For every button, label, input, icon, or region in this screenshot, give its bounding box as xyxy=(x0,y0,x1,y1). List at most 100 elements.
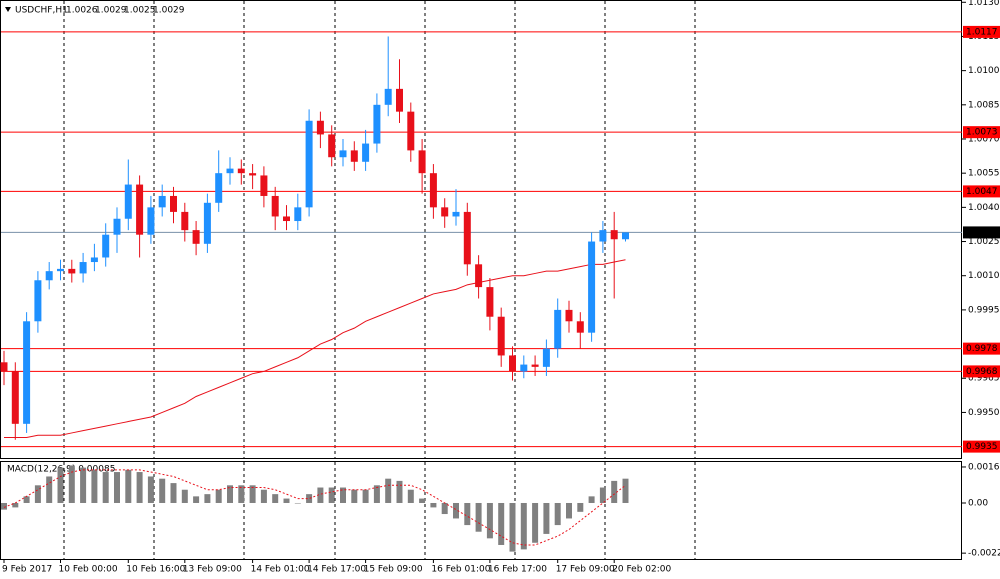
macd-bar xyxy=(46,476,53,503)
candle-body xyxy=(316,120,324,135)
y-tick-label: 1.0010 xyxy=(968,271,1000,281)
candle-body xyxy=(215,173,223,203)
level-label-box xyxy=(963,185,1000,198)
candle-body xyxy=(542,348,550,367)
macd-bar xyxy=(328,487,335,503)
level-label: 1.0047 xyxy=(966,187,998,197)
last-price-label: 1.0029 xyxy=(966,228,998,238)
macd-bar xyxy=(441,502,448,515)
level-label-box xyxy=(963,342,1000,355)
y-tick-label: 0.9965 xyxy=(968,374,1000,384)
macd-bar xyxy=(1,502,7,510)
candle-body xyxy=(102,234,110,258)
candle-body xyxy=(23,321,31,424)
candle-body xyxy=(34,280,42,322)
macd-bar xyxy=(283,498,290,503)
macd-bar xyxy=(599,487,606,503)
candle-body xyxy=(531,364,539,367)
macd-bar xyxy=(362,489,369,503)
candle-body xyxy=(113,218,121,235)
x-tick-label: 13 Feb 09:00 xyxy=(183,565,242,575)
candle-body xyxy=(260,175,268,196)
candle-body xyxy=(373,104,381,144)
candle-body xyxy=(622,232,629,240)
y-tick-label: 1.0040 xyxy=(968,203,1000,213)
macd-bar xyxy=(554,502,561,526)
candle-body xyxy=(396,88,403,112)
macd-bar xyxy=(181,489,188,503)
macd-y-tick-label: -0.00227 xyxy=(968,549,1000,559)
macd-bar xyxy=(373,485,380,503)
macd-bar xyxy=(419,498,426,503)
candle-body xyxy=(45,271,53,281)
macd-bar xyxy=(114,472,120,503)
candle-body xyxy=(147,207,155,235)
macd-bar xyxy=(91,469,98,503)
candle-body xyxy=(509,355,516,372)
x-tick-label: 16 Feb 01:00 xyxy=(431,565,490,575)
candle-body xyxy=(576,321,584,333)
macd-y-tick-label: 0.00 xyxy=(968,498,988,508)
macd-bar xyxy=(385,478,392,503)
macd-bar xyxy=(102,472,109,503)
candle-body xyxy=(384,88,392,105)
candle-body xyxy=(486,287,494,317)
candle-body xyxy=(181,211,189,231)
macd-bar xyxy=(520,502,527,550)
candle-body xyxy=(90,257,98,263)
candle-body xyxy=(305,120,313,208)
level-label-box xyxy=(963,440,1000,453)
candle-body xyxy=(237,168,245,174)
candle-body xyxy=(136,184,144,235)
macd-bar xyxy=(498,502,505,545)
candle-body xyxy=(68,268,76,274)
moving-average xyxy=(4,259,626,438)
macd-bar xyxy=(159,478,166,503)
level-label: 0.9978 xyxy=(966,344,998,354)
y-tick-label: 1.0055 xyxy=(968,169,1000,179)
candle-body xyxy=(463,211,471,265)
macd-signal xyxy=(3,469,626,546)
x-tick-label: 16 Feb 17:00 xyxy=(488,565,547,575)
macd-bar xyxy=(509,502,516,552)
level-label-box xyxy=(963,126,1000,139)
macd-bar xyxy=(215,489,222,503)
collapse-icon[interactable] xyxy=(5,7,11,12)
macd-y-tick-label: 0.00163 xyxy=(968,462,1000,472)
main-panel-border xyxy=(0,0,962,459)
level-label: 1.0117 xyxy=(966,27,998,37)
x-tick-label: 20 Feb 02:00 xyxy=(612,565,671,575)
level-label: 1.0073 xyxy=(966,128,998,138)
last-price-box xyxy=(963,226,1000,239)
macd-bar xyxy=(294,502,301,504)
y-tick-label: 0.9995 xyxy=(968,305,1000,315)
macd-bar xyxy=(453,502,459,519)
macd-bar xyxy=(170,483,177,503)
level-label: 0.9968 xyxy=(966,367,998,377)
candle-body xyxy=(497,316,505,356)
candle-body xyxy=(283,216,290,222)
y-tick-label: 0.9950 xyxy=(968,408,1000,418)
y-tick-label: 1.0100 xyxy=(968,66,1000,76)
candle-body xyxy=(418,150,426,174)
level-label-box xyxy=(963,25,1000,38)
y-tick-label: 1.0130 xyxy=(968,0,1000,8)
macd-bar xyxy=(396,480,403,503)
candle-body xyxy=(11,371,19,424)
candle-body xyxy=(203,202,211,244)
macd-bar xyxy=(57,467,64,503)
candle-body xyxy=(350,150,358,162)
macd-bar xyxy=(486,502,493,539)
macd-bar xyxy=(193,496,200,503)
macd-bar xyxy=(12,502,19,508)
x-tick-label: 10 Feb 00:00 xyxy=(59,565,118,575)
macd-bar xyxy=(622,478,629,503)
macd-bar xyxy=(577,502,584,512)
macd-bar xyxy=(306,494,313,503)
candle-body xyxy=(610,230,618,240)
macd-bar xyxy=(68,465,75,503)
macd-bar xyxy=(23,496,30,503)
x-tick-label: 14 Feb 17:00 xyxy=(307,565,366,575)
candle-body xyxy=(339,150,347,158)
